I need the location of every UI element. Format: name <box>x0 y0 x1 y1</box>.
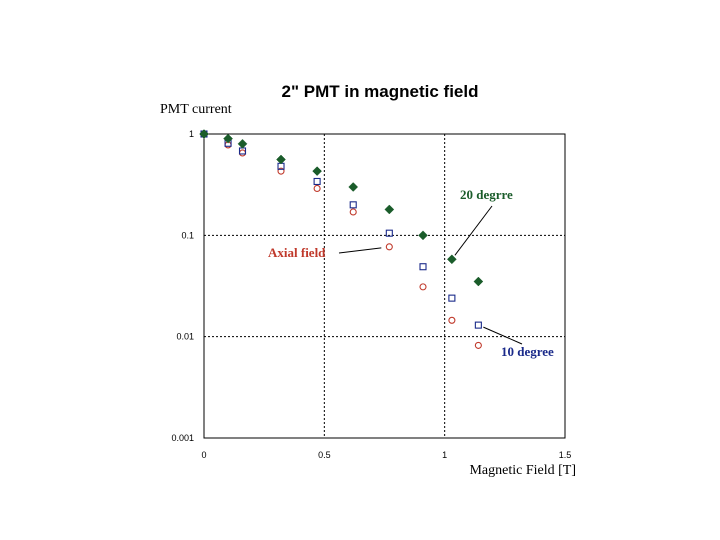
data-point-diamond <box>447 254 457 265</box>
y-axis-label: PMT current <box>160 102 232 117</box>
y-tick-label: 0.01 <box>176 332 194 342</box>
annotation-label: 20 degrre <box>460 187 513 202</box>
annotation-label: 10 degree <box>501 344 554 359</box>
series-square <box>200 130 482 329</box>
annotation-leaders <box>338 205 523 345</box>
data-point-circle <box>238 149 247 157</box>
y-tick-label: 0.001 <box>171 433 194 443</box>
data-point-diamond <box>312 166 322 176</box>
x-tick-label: 1.5 <box>559 450 572 460</box>
data-point-diamond <box>384 204 395 215</box>
tick-labels: 0 0.5 1 1.5 1 0.1 0.01 0.001 <box>171 129 571 460</box>
data-point-diamond <box>237 138 248 149</box>
data-point-circle <box>474 341 482 349</box>
data-point-circle <box>349 208 357 216</box>
data-point-circle <box>419 283 427 291</box>
data-point-circle <box>448 316 456 324</box>
data-point-diamond <box>223 133 233 144</box>
series-diamond <box>199 129 484 287</box>
x-tick-label: 0 <box>201 450 206 460</box>
x-tick-label: 0.5 <box>318 450 331 460</box>
data-point-diamond <box>348 182 359 192</box>
x-axis-label: Magnetic Field [T] <box>469 463 576 478</box>
annotation-leader-line <box>483 326 523 345</box>
data-point-circle <box>385 243 393 251</box>
data-point-circle <box>313 184 321 193</box>
data-point-square <box>349 201 357 209</box>
series-circle <box>200 130 482 349</box>
y-tick-label: 1 <box>189 129 194 139</box>
data-point-square <box>313 177 321 186</box>
annotation-label: Axial field <box>268 245 326 260</box>
series <box>199 129 484 349</box>
data-point-square <box>419 263 427 271</box>
grid <box>204 134 565 438</box>
plot-frame <box>203 133 566 439</box>
data-point-square <box>385 229 393 237</box>
data-point-circle <box>277 167 285 175</box>
annotation-leader-line <box>338 247 382 254</box>
data-point-diamond <box>199 129 209 139</box>
data-point-diamond <box>276 154 286 165</box>
data-point-diamond <box>418 230 428 241</box>
chart-title: 2" PMT in magnetic field <box>282 82 479 101</box>
y-tick-label: 0.1 <box>181 230 194 240</box>
annotations: 20 degrre Axial field 10 degree <box>268 187 554 359</box>
data-point-square <box>474 321 482 329</box>
data-point-diamond <box>473 276 484 287</box>
annotation-leader-line <box>454 205 493 256</box>
x-tick-label: 1 <box>442 450 447 460</box>
data-point-square <box>448 294 456 302</box>
